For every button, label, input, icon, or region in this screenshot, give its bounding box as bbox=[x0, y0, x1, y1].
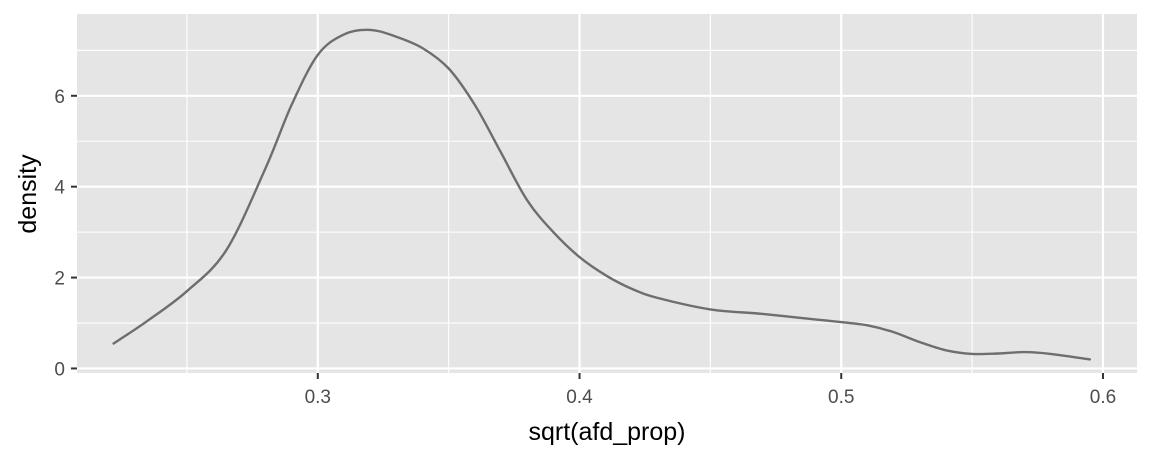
x-tick-label: 0.5 bbox=[828, 387, 854, 408]
major-gridlines bbox=[77, 14, 1137, 373]
y-tick-label: 2 bbox=[54, 269, 65, 290]
x-axis: 0.3 0.4 0.5 0.6 bbox=[305, 373, 1116, 408]
x-tick-label: 0.4 bbox=[566, 387, 593, 408]
x-tick-label: 0.3 bbox=[305, 387, 331, 408]
plot-panel bbox=[77, 14, 1137, 373]
minor-gridlines bbox=[77, 14, 1137, 373]
x-tick-label: 0.6 bbox=[1090, 387, 1116, 408]
y-tick-label: 0 bbox=[54, 359, 65, 380]
y-tick-label: 4 bbox=[54, 178, 65, 199]
y-tick-label: 6 bbox=[54, 87, 65, 108]
y-axis-title: density bbox=[14, 154, 42, 234]
density-line bbox=[112, 28, 1092, 361]
x-axis-title: sqrt(afd_prop) bbox=[528, 418, 685, 446]
y-axis: 0 2 4 6 bbox=[54, 87, 77, 380]
